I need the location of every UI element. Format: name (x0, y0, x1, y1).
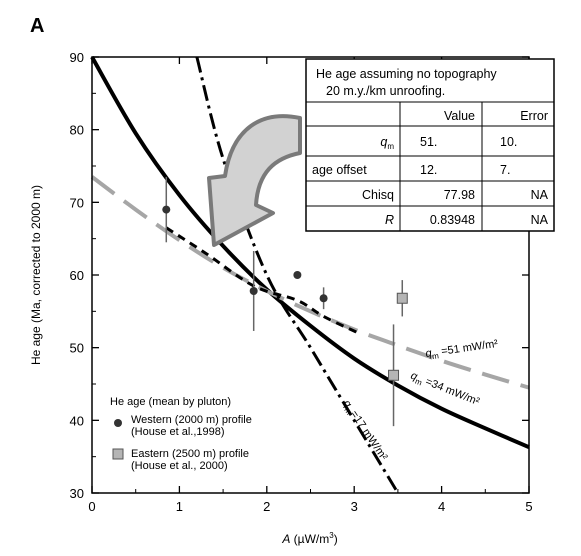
x-tick-label: 4 (438, 499, 445, 514)
fit-table-header-error: Error (520, 109, 548, 123)
data-point-western (162, 205, 171, 214)
fit-table: He age assuming no topography 20 m.y./km… (305, 58, 555, 232)
legend-marker-eastern (112, 448, 124, 460)
data-point-western (249, 286, 258, 295)
x-tick-label: 1 (176, 499, 183, 514)
data-point-eastern (388, 369, 400, 381)
y-tick-label: 80 (70, 123, 84, 138)
fit-table-row-chisq-value: 77.98 (444, 188, 475, 202)
fit-table-row-qm-value: 51. (420, 135, 437, 149)
fit-table-row-offset-value: 12. (420, 163, 437, 177)
legend-title: He age (mean by pluton) (110, 396, 231, 408)
x-axis-label: A (µW/m3) (281, 531, 337, 546)
x-tick-label: 2 (263, 499, 270, 514)
legend-marker-western (114, 419, 122, 427)
fit-table-row-chisq-error: NA (531, 188, 549, 202)
legend: He age (mean by pluton) Western (2000 m)… (110, 396, 252, 472)
legend-ref-western: (House et al.,1998) (131, 426, 225, 438)
panel-label: A (30, 15, 44, 37)
curve-label-34: qm =34 mW/m² (408, 370, 481, 410)
fit-table-row-qm-name: qm (380, 135, 394, 151)
annotation-arrow (207, 114, 302, 247)
svg-text:qm=17 mW/m²: qm=17 mW/m² (339, 398, 390, 464)
y-tick-label: 90 (70, 50, 84, 65)
svg-text:qm =51 mW/m²: qm =51 mW/m² (425, 338, 500, 362)
data-point-western (319, 294, 328, 303)
curve-solid-thick (90, 56, 530, 450)
points-layer (162, 176, 408, 427)
ticks-layer: 0 1 2 3 4 5 30 40 50 60 70 80 90 (70, 50, 533, 514)
y-axis-label: He age (Ma, corrected to 2000 m) (29, 185, 43, 365)
x-tick-label: 0 (88, 499, 95, 514)
data-point-eastern (396, 292, 408, 304)
fit-table-title-2: 20 m.y./km unroofing. (326, 84, 445, 98)
fit-table-header-value: Value (444, 109, 475, 123)
data-point-western (293, 271, 302, 279)
fit-table-row-r-value: 0.83948 (430, 213, 475, 227)
legend-label-western: Western (2000 m) profile (131, 414, 252, 426)
y-tick-label: 50 (70, 341, 84, 356)
fit-table-row-r-error: NA (531, 213, 549, 227)
y-tick-label: 60 (70, 268, 84, 283)
fit-table-row-offset-name: age offset (312, 163, 367, 177)
fit-table-title-1: He age assuming no topography (316, 67, 497, 81)
curve-dash-dot (195, 56, 400, 494)
x-tick-label: 5 (525, 499, 532, 514)
fit-table-row-offset-error: 7. (500, 163, 510, 177)
y-tick-label: 40 (70, 413, 84, 428)
curve-label-17: qm=17 mW/m² (339, 398, 390, 464)
curve-short-dash (165, 226, 360, 335)
y-tick-label: 70 (70, 195, 84, 210)
y-tick-label: 30 (70, 486, 84, 501)
curve-label-51: qm =51 mW/m² (425, 338, 500, 362)
x-tick-label: 3 (351, 499, 358, 514)
legend-ref-eastern: (House et al., 2000) (131, 460, 228, 472)
fit-table-row-chisq-name: Chisq (362, 188, 394, 202)
legend-label-eastern: Eastern (2500 m) profile (131, 448, 249, 460)
fit-table-row-qm-error: 10. (500, 135, 517, 149)
fit-table-row-r-name: R (385, 213, 394, 227)
svg-text:qm =34 mW/m²: qm =34 mW/m² (408, 370, 481, 410)
